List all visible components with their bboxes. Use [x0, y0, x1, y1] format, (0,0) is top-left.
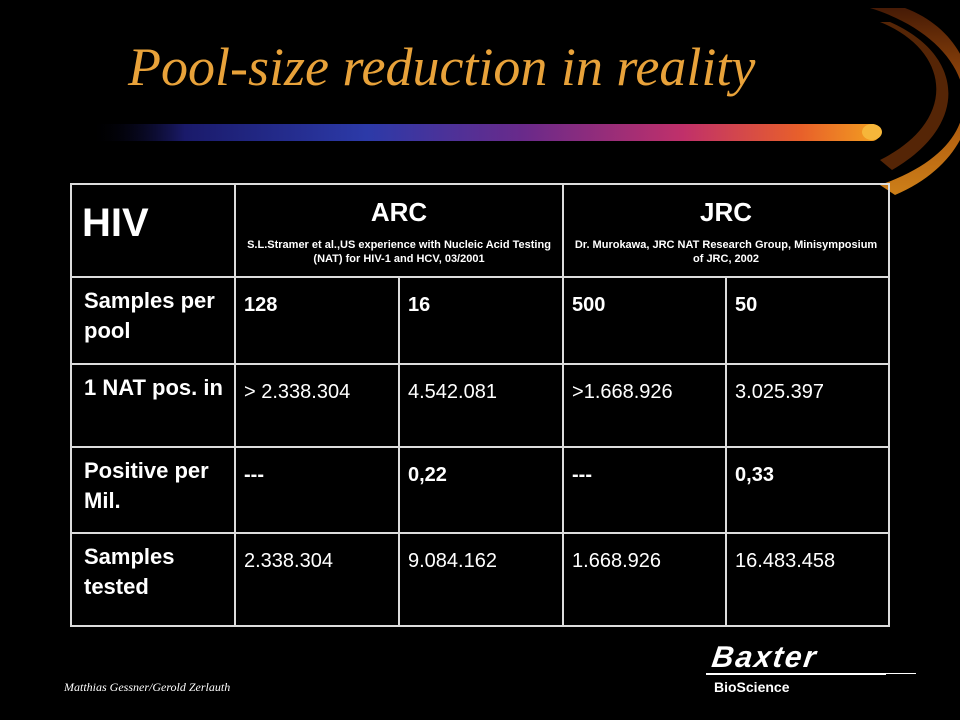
table-cell: 1.668.926 — [562, 532, 728, 627]
table-row: Positive per Mil. --- 0,22 --- 0,33 — [70, 446, 891, 534]
table-cell: 50 — [725, 276, 891, 365]
group-name: ARC — [370, 197, 428, 227]
logo-rule-tail — [884, 673, 916, 674]
table-cell: >1.668.926 — [562, 363, 728, 448]
table-cell: 3.025.397 — [725, 363, 891, 448]
table-cell: 9.084.162 — [397, 532, 565, 627]
row-label: Samples per pool — [70, 276, 236, 365]
group-header-arc: ARC S.L.Stramer et al.,US experience wit… — [233, 183, 565, 278]
logo-subtitle: BioScience — [714, 679, 790, 695]
decorative-swoosh — [90, 8, 960, 195]
table-cell: --- — [234, 446, 400, 534]
header-row: HIV ARC S.L.Stramer et al.,US experience… — [70, 183, 891, 278]
group-name: JRC — [700, 197, 753, 227]
table-cell: 0,22 — [397, 446, 565, 534]
table-cell: 4.542.081 — [397, 363, 565, 448]
group-source: Dr. Murokawa, JRC NAT Research Group, Mi… — [574, 239, 878, 265]
table-cell: --- — [562, 446, 728, 534]
table-cell: 16 — [397, 276, 565, 365]
table-cell: 128 — [234, 276, 400, 365]
table-row: Samples per pool 128 16 500 50 — [70, 276, 891, 365]
row-label: 1 NAT pos. in — [70, 363, 236, 448]
group-source: S.L.Stramer et al.,US experience with Nu… — [247, 239, 551, 265]
logo-wordmark: Baxter — [709, 641, 820, 674]
results-table: HIV ARC S.L.Stramer et al.,US experience… — [70, 183, 891, 627]
table-cell: 0,33 — [725, 446, 891, 534]
group-header-jrc: JRC Dr. Murokawa, JRC NAT Research Group… — [562, 183, 891, 278]
table-cell: > 2.338.304 — [234, 363, 400, 448]
table-row: 1 NAT pos. in > 2.338.304 4.542.081 >1.6… — [70, 363, 891, 448]
table-row: Samples tested 2.338.304 9.084.162 1.668… — [70, 532, 891, 627]
author-credit: Matthias Gessner/Gerold Zerlauth — [64, 680, 231, 694]
slide-title: Pool-size reduction in reality — [128, 37, 756, 97]
table-cell: 500 — [562, 276, 728, 365]
row-label: Samples tested — [70, 532, 236, 627]
table-cell: 16.483.458 — [725, 532, 891, 627]
row-label: Positive per Mil. — [70, 446, 236, 534]
logo-rule — [706, 673, 886, 675]
corner-cell-hiv: HIV — [70, 183, 236, 278]
table-cell: 2.338.304 — [234, 532, 400, 627]
